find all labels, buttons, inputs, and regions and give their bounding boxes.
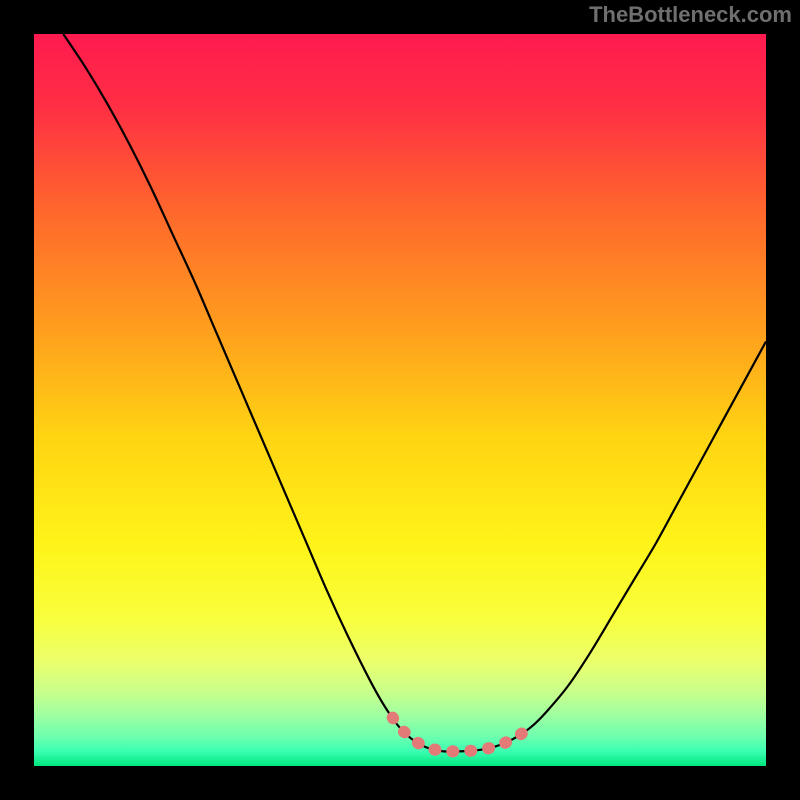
chart-frame: TheBottleneck.com [0,0,800,800]
plot-background [34,34,766,766]
bottleneck-curve-chart [0,0,800,800]
watermark-text: TheBottleneck.com [589,2,792,28]
